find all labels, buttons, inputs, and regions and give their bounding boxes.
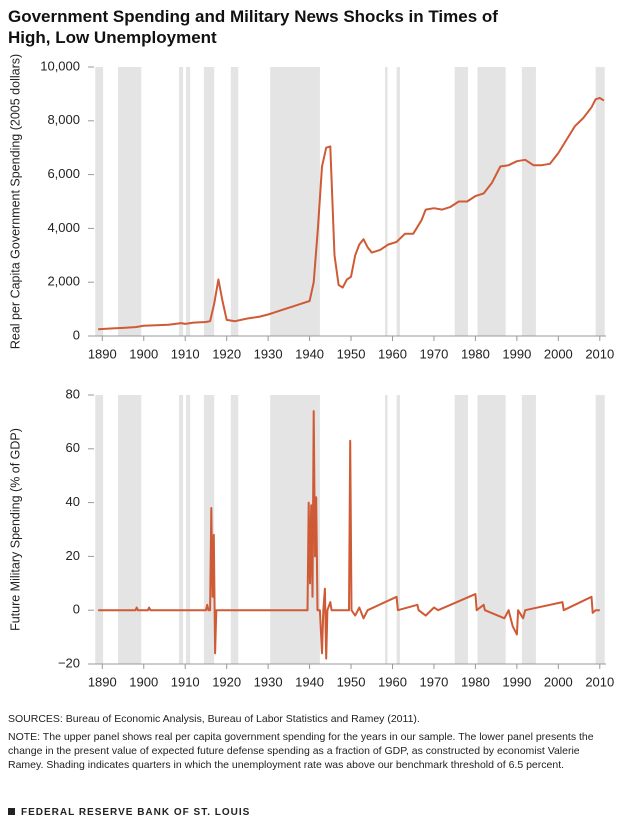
line — [98, 96, 605, 331]
footer-square — [8, 808, 15, 815]
y-tick-label: 0 — [73, 327, 80, 342]
y-tick-label: 10,000 — [40, 58, 80, 73]
footer: FEDERAL RESERVE BANK OF ST. LOUIS — [8, 807, 250, 818]
x-tick-label: 1920 — [212, 346, 241, 361]
x-tick-label: 1930 — [254, 346, 283, 361]
y-tick-label: −20 — [58, 655, 80, 670]
x-tick-label: 1980 — [461, 674, 490, 689]
shading — [477, 395, 506, 664]
x-tick-label: 1910 — [171, 674, 200, 689]
sources: SOURCES: Bureau of Economic Analysis, Bu… — [8, 713, 420, 725]
shading — [396, 67, 400, 336]
x-tick-label: 1940 — [295, 674, 324, 689]
y-tick-label: 0 — [73, 602, 80, 617]
shading — [521, 67, 536, 336]
x-tick-label: 2010 — [585, 674, 614, 689]
x-tick-label: 1890 — [88, 674, 117, 689]
y-tick-label: 2,000 — [47, 274, 80, 289]
y-tick-label: 6,000 — [47, 166, 80, 181]
footer-text: FEDERAL RESERVE BANK OF ST. LOUIS — [21, 807, 251, 818]
shading — [203, 395, 215, 664]
x-tick-label: 1930 — [254, 674, 283, 689]
shading — [595, 67, 605, 336]
y-axis-label: Real per Capita Government Spending (200… — [8, 54, 22, 349]
note: NOTE: The upper panel shows real per cap… — [8, 731, 594, 771]
x-tick-label: 1960 — [378, 674, 407, 689]
x-tick-label: 1900 — [129, 346, 158, 361]
x-tick-label: 1970 — [419, 346, 448, 361]
shading — [118, 67, 142, 336]
x-tick-label: 1990 — [502, 346, 531, 361]
shading — [178, 395, 184, 664]
x-tick-label: 1920 — [212, 674, 241, 689]
y-axis-label: Future Military Spending (% of GDP) — [8, 428, 22, 631]
shading — [95, 395, 104, 664]
chart: 0 2,000 4,000 6,000 8,000 10,000 1890 1900 1910 1… — [8, 54, 614, 690]
x-tick-label: 2000 — [544, 674, 573, 689]
shading — [230, 395, 239, 664]
x-tick-label: 1940 — [295, 346, 324, 361]
shading — [521, 395, 536, 664]
x-tick-label: 1910 — [171, 346, 200, 361]
x-tick-label: 1970 — [419, 674, 448, 689]
shading — [270, 67, 320, 336]
x-tick-label: 2010 — [585, 346, 614, 361]
shading — [118, 395, 142, 664]
x-tick-label: 1980 — [461, 346, 490, 361]
x-tick-label: 1990 — [502, 674, 531, 689]
title: Government Spending and Military News Sh… — [8, 7, 498, 47]
shading — [385, 67, 388, 336]
x-tick-label: 1960 — [378, 346, 407, 361]
y-tick-label: 4,000 — [47, 220, 80, 235]
x-tick-label: 2000 — [544, 346, 573, 361]
shading — [230, 67, 239, 336]
shading — [477, 67, 506, 336]
shading — [203, 67, 215, 336]
shading — [186, 395, 191, 664]
x-tick-label: 1900 — [129, 674, 158, 689]
y-tick-label: 20 — [66, 548, 80, 563]
x-tick-label: 1890 — [88, 346, 117, 361]
y-tick-label: 60 — [66, 440, 80, 455]
shading — [186, 67, 191, 336]
shading — [95, 67, 104, 336]
y-tick-label: 80 — [66, 386, 80, 401]
shading — [385, 395, 388, 664]
shading — [178, 67, 184, 336]
shading — [595, 395, 605, 664]
shading — [396, 395, 400, 664]
line — [98, 410, 600, 660]
shading — [454, 395, 468, 664]
y-tick-label: 40 — [66, 494, 80, 509]
y-tick-label: 8,000 — [47, 112, 80, 127]
x-tick-label: 1950 — [337, 346, 366, 361]
x-tick-label: 1950 — [337, 674, 366, 689]
